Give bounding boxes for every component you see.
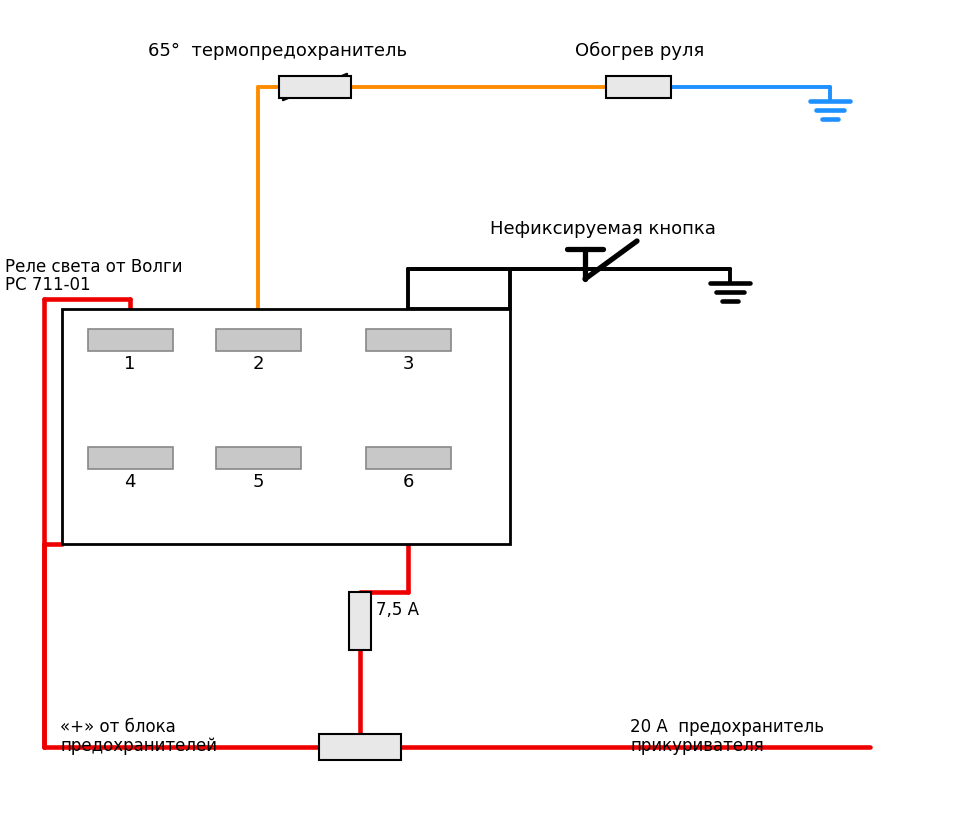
- Text: 7,5 А: 7,5 А: [376, 600, 419, 618]
- Text: прикуривателя: прикуривателя: [630, 736, 764, 754]
- Bar: [88, 329, 173, 351]
- Text: 2: 2: [252, 355, 264, 373]
- Bar: [216, 329, 301, 351]
- Bar: [279, 77, 351, 99]
- Text: предохранителей: предохранителей: [60, 736, 217, 754]
- Bar: [62, 310, 510, 545]
- Text: 65°  термопредохранитель: 65° термопредохранитель: [148, 42, 407, 60]
- Text: 1: 1: [124, 355, 135, 373]
- Bar: [366, 447, 451, 469]
- Text: «+» от блока: «+» от блока: [60, 717, 176, 735]
- Text: Реле света от Волги: Реле света от Волги: [5, 258, 182, 276]
- Text: Нефиксируемая кнопка: Нефиксируемая кнопка: [490, 219, 716, 238]
- Bar: [319, 734, 401, 760]
- Bar: [366, 329, 451, 351]
- Text: РС 711-01: РС 711-01: [5, 276, 90, 294]
- Text: 3: 3: [402, 355, 414, 373]
- Bar: [349, 592, 371, 650]
- Bar: [88, 447, 173, 469]
- Text: 4: 4: [124, 473, 135, 491]
- Text: 5: 5: [252, 473, 264, 491]
- Text: Обогрев руля: Обогрев руля: [575, 42, 705, 60]
- Bar: [606, 77, 671, 99]
- Text: 20 А  предохранитель: 20 А предохранитель: [630, 717, 824, 735]
- Text: 6: 6: [402, 473, 414, 491]
- Bar: [216, 447, 301, 469]
